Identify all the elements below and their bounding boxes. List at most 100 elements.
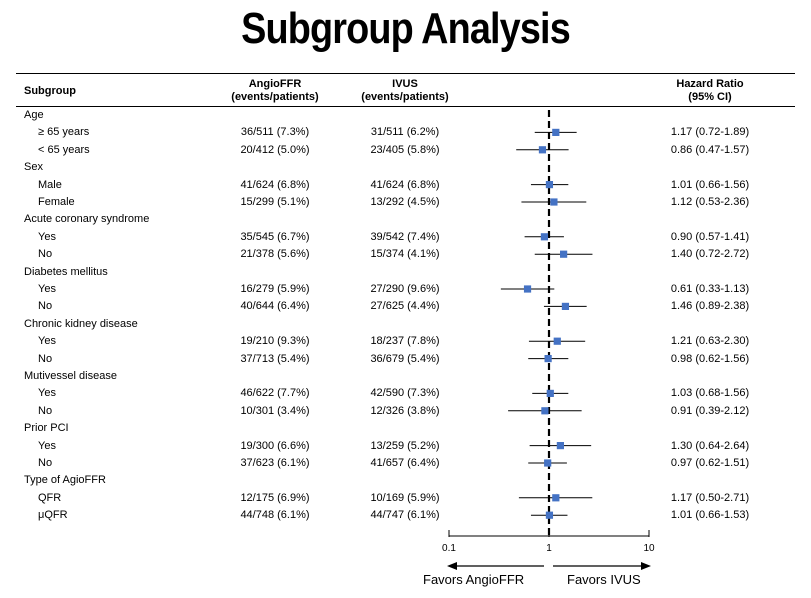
hazard-ratio-value: 1.03 (0.68-1.56) [670,387,750,400]
ivus-value: 27/290 (9.6%) [370,283,440,295]
header-ivus-line2: (events/patients) [361,91,449,103]
angioffr-value: 21/378 (5.6%) [240,248,310,261]
angioffr-value: 37/623 (6.1%) [240,457,310,469]
angioffr-value: 44/748 (6.1%) [240,509,310,522]
group-label: Prior PCI [24,422,69,435]
hazard-ratio-value: 0.86 (0.47-1.57) [670,143,750,156]
subgroup-label: < 65 years [38,143,90,156]
header-angioffr: AngioFFR (events/patients) [205,78,345,104]
angioffr-value: 35/545 (6.7%) [240,230,310,243]
favors-left-arrowhead [447,562,457,570]
hazard-ratio-value: 1.17 (0.50-2.71) [670,491,750,504]
subgroup-label: No [38,300,53,313]
angioffr-value: 10/301 (3.4%) [240,404,310,417]
hazard-ratio-marker [561,302,570,310]
subgroup-label: μQFR [38,509,68,522]
hazard-ratio-marker [544,459,552,467]
angioffr-value: 19/210 (9.3%) [240,335,310,348]
header-ivus-line1: IVUS [392,78,418,90]
header-hr-line2: (95% CI) [688,91,732,103]
ivus-value: 15/374 (4.1%) [370,248,440,261]
favors-angioffr-label: Favors AngioFFR [423,572,525,587]
angioffr-value: 19/300 (6.6%) [240,439,310,452]
ivus-value: 44/747 (6.1%) [370,509,440,522]
hazard-ratio-marker [540,233,549,241]
ivus-value: 36/679 (5.4%) [370,352,440,365]
x-tick-label: 1 [546,543,552,554]
favors-ivus-label: Favors IVUS [567,572,641,587]
hazard-ratio-marker [545,181,554,189]
angioffr-value: 37/713 (5.4%) [240,352,310,365]
angioffr-value: 36/511 (7.3%) [240,126,310,139]
hazard-ratio-value: 1.12 (0.53-2.36) [670,196,750,208]
group-label: Chronic kidney disease [24,317,138,330]
ivus-value: 23/405 (5.8%) [370,143,440,156]
hazard-ratio-marker [556,442,564,450]
ivus-value: 31/511 (6.2%) [370,126,440,139]
ivus-value: 27/625 (4.4%) [370,300,440,313]
angioffr-value: 16/279 (5.9%) [240,283,310,295]
header-angioffr-line2: (events/patients) [231,91,319,103]
hazard-ratio-marker [553,337,561,345]
group-label: Mutivessel disease [24,370,117,382]
group-label: Acute coronary syndrome [24,213,150,226]
ivus-value: 39/542 (7.4%) [370,230,440,243]
hazard-ratio-marker [546,389,554,397]
angioffr-value: 40/644 (6.4%) [240,300,310,313]
hazard-ratio-value: 1.21 (0.63-2.30) [670,335,750,348]
header-angioffr-line1: AngioFFR [248,78,302,90]
hazard-ratio-marker [550,198,558,206]
hazard-ratio-value: 0.91 (0.39-2.12) [670,404,750,417]
x-tick-label: 0.1 [442,543,456,554]
subgroup-label: Male [38,178,62,191]
angioffr-value: 41/624 (6.8%) [240,178,310,191]
group-label: Type of AgioFFR [24,474,106,487]
ivus-value: 10/169 (5.9%) [370,491,440,504]
angioffr-value: 15/299 (5.1%) [240,196,310,208]
favors-right-arrowhead [641,562,651,570]
hazard-ratio-marker [560,250,568,258]
hazard-ratio-value: 0.90 (0.57-1.41) [670,230,750,243]
header-hr-line1: Hazard Ratio [676,78,744,90]
header-subgroup: Subgroup [24,85,76,97]
angioffr-value: 12/175 (6.9%) [240,491,310,504]
hazard-ratio-value: 1.17 (0.72-1.89) [670,126,750,139]
ivus-value: 13/292 (4.5%) [370,196,440,208]
header-top-rule [16,73,795,74]
subgroup-label: Yes [38,387,56,400]
subgroup-label: Yes [38,335,56,348]
x-tick-label: 10 [643,543,655,554]
subgroup-label: No [38,248,53,261]
hazard-ratio-value: 1.01 (0.66-1.53) [670,509,750,522]
subgroup-label: Yes [38,283,56,295]
angioffr-value: 20/412 (5.0%) [240,143,310,156]
subgroup-label: ≥ 65 years [38,126,90,139]
subgroup-label: Yes [38,230,56,243]
chart-title: Subgroup Analysis [241,4,571,53]
ivus-value: 41/657 (6.4%) [370,457,440,469]
angioffr-value: 46/622 (7.7%) [240,387,310,400]
hazard-ratio-value: 0.97 (0.62-1.51) [670,457,750,469]
ivus-value: 41/624 (6.8%) [370,178,440,191]
header-hazard-ratio: Hazard Ratio (95% CI) [655,78,765,104]
subgroup-label: Female [38,196,75,208]
group-label: Diabetes mellitus [24,265,108,278]
subgroup-label: No [38,352,53,365]
hazard-ratio-marker [545,511,554,519]
subgroup-label: No [38,457,53,469]
subgroup-label: No [38,404,53,417]
header-ivus: IVUS (events/patients) [335,78,475,104]
header-bottom-rule [16,106,795,107]
hazard-ratio-value: 1.30 (0.64-2.64) [670,439,750,452]
hazard-ratio-marker [552,128,560,136]
group-label: Age [24,109,44,121]
group-label: Sex [24,161,43,174]
hazard-ratio-marker [544,355,552,363]
ivus-value: 18/237 (7.8%) [370,335,440,348]
hazard-ratio-value: 0.98 (0.62-1.56) [670,352,750,365]
hazard-ratio-value: 1.46 (0.89-2.38) [670,300,750,313]
hazard-ratio-value: 0.61 (0.33-1.13) [670,283,750,295]
hazard-ratio-marker [523,285,532,293]
ivus-value: 12/326 (3.8%) [370,404,440,417]
